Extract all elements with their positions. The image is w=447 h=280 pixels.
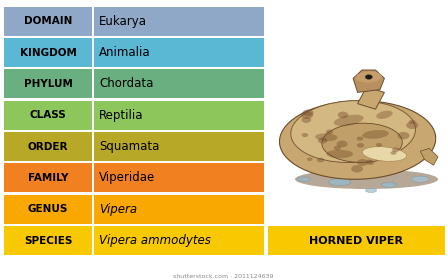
Text: SPECIES: SPECIES xyxy=(24,235,72,246)
Text: shutterstock.com · 2011124639: shutterstock.com · 2011124639 xyxy=(173,274,274,279)
Bar xyxy=(94,226,264,255)
Ellipse shape xyxy=(297,177,311,181)
Ellipse shape xyxy=(315,133,337,141)
Circle shape xyxy=(338,111,348,118)
Bar xyxy=(94,163,264,192)
Bar xyxy=(94,132,264,161)
Ellipse shape xyxy=(366,188,376,193)
Circle shape xyxy=(301,117,311,123)
Circle shape xyxy=(337,141,348,148)
Text: Animalia: Animalia xyxy=(99,46,151,59)
Circle shape xyxy=(326,129,333,134)
Bar xyxy=(94,7,264,36)
Text: Vipera: Vipera xyxy=(99,203,137,216)
Text: Reptilia: Reptilia xyxy=(99,109,144,122)
Ellipse shape xyxy=(362,130,389,139)
Text: KINGDOM: KINGDOM xyxy=(20,48,76,58)
Ellipse shape xyxy=(295,169,438,189)
Bar xyxy=(4,38,92,67)
Text: Vipera ammodytes: Vipera ammodytes xyxy=(99,234,211,247)
Text: Viperidae: Viperidae xyxy=(99,171,156,185)
Text: DOMAIN: DOMAIN xyxy=(24,16,72,26)
Circle shape xyxy=(317,158,325,162)
Ellipse shape xyxy=(381,182,397,187)
Circle shape xyxy=(357,137,363,141)
Bar xyxy=(94,69,264,99)
Circle shape xyxy=(409,120,416,124)
Text: PHYLUM: PHYLUM xyxy=(24,79,72,89)
Bar xyxy=(4,69,92,99)
Circle shape xyxy=(303,109,314,116)
Circle shape xyxy=(390,151,396,155)
Circle shape xyxy=(376,143,382,147)
Circle shape xyxy=(307,157,312,161)
Text: FAMILY: FAMILY xyxy=(28,173,68,183)
Ellipse shape xyxy=(326,150,353,158)
Bar xyxy=(4,226,92,255)
Text: Squamata: Squamata xyxy=(99,140,160,153)
Bar xyxy=(268,226,445,255)
Ellipse shape xyxy=(376,111,392,119)
Ellipse shape xyxy=(355,71,382,83)
Bar xyxy=(4,163,92,192)
Text: CLASS: CLASS xyxy=(30,110,67,120)
Text: GENUS: GENUS xyxy=(28,204,68,214)
Ellipse shape xyxy=(363,147,406,161)
Polygon shape xyxy=(420,148,438,165)
Circle shape xyxy=(397,132,409,139)
Ellipse shape xyxy=(411,176,429,182)
Bar xyxy=(4,7,92,36)
Bar xyxy=(94,101,264,130)
Circle shape xyxy=(357,159,368,166)
Text: Chordata: Chordata xyxy=(99,77,154,90)
Circle shape xyxy=(302,133,308,137)
Circle shape xyxy=(406,122,418,129)
Circle shape xyxy=(333,146,341,150)
Circle shape xyxy=(365,75,372,79)
Text: ORDER: ORDER xyxy=(28,142,68,151)
Ellipse shape xyxy=(322,123,402,162)
Circle shape xyxy=(357,143,364,148)
Circle shape xyxy=(301,111,313,119)
Bar xyxy=(4,101,92,130)
Bar xyxy=(94,195,264,224)
Bar xyxy=(94,38,264,67)
Circle shape xyxy=(318,137,328,144)
Text: HORNED VIPER: HORNED VIPER xyxy=(309,235,404,246)
Circle shape xyxy=(366,160,372,164)
Text: Eukarya: Eukarya xyxy=(99,15,147,28)
Polygon shape xyxy=(353,70,384,92)
Bar xyxy=(4,132,92,161)
Ellipse shape xyxy=(329,179,351,185)
Circle shape xyxy=(367,160,374,165)
Circle shape xyxy=(351,165,363,172)
Ellipse shape xyxy=(334,115,363,126)
Ellipse shape xyxy=(279,101,436,179)
Bar xyxy=(4,195,92,224)
Circle shape xyxy=(392,148,400,152)
Ellipse shape xyxy=(291,101,415,163)
Polygon shape xyxy=(358,87,384,109)
